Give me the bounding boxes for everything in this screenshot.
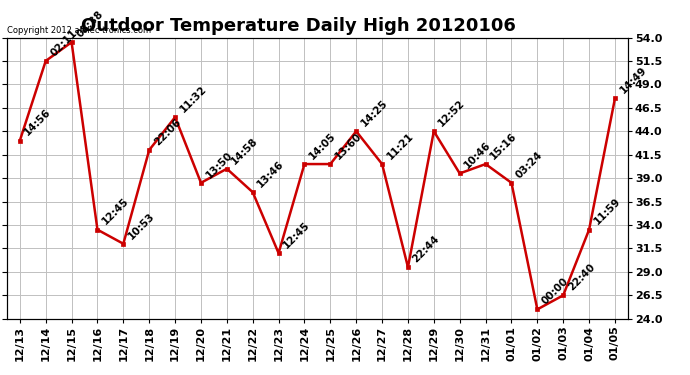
Title: Outdoor Temperature Daily High 20120106: Outdoor Temperature Daily High 20120106 <box>81 16 516 34</box>
Text: 14:58: 14:58 <box>230 135 260 166</box>
Text: 15:16: 15:16 <box>489 131 519 161</box>
Text: 14:49: 14:49 <box>618 65 649 96</box>
Text: 03:24: 03:24 <box>514 150 545 180</box>
Text: 10:46: 10:46 <box>462 140 493 171</box>
Text: 22:06: 22:06 <box>152 117 182 147</box>
Text: 14:56: 14:56 <box>23 107 53 138</box>
Text: 13:46: 13:46 <box>255 159 286 189</box>
Text: 22:40: 22:40 <box>566 262 597 292</box>
Text: 11:59: 11:59 <box>592 196 622 227</box>
Text: 12:45: 12:45 <box>282 220 312 251</box>
Text: 13:60: 13:60 <box>333 131 364 161</box>
Text: 02:11: 02:11 <box>48 28 79 58</box>
Text: 10:53: 10:53 <box>126 210 157 241</box>
Text: Copyright 2012 alelec tronics.com: Copyright 2012 alelec tronics.com <box>7 26 151 35</box>
Text: 11:21: 11:21 <box>385 131 415 161</box>
Text: 08:38: 08:38 <box>75 9 105 39</box>
Text: 22:44: 22:44 <box>411 234 442 264</box>
Text: 12:45: 12:45 <box>100 196 131 227</box>
Text: 13:50: 13:50 <box>204 150 234 180</box>
Text: 14:05: 14:05 <box>307 131 338 161</box>
Text: 11:32: 11:32 <box>178 84 208 114</box>
Text: 12:52: 12:52 <box>437 98 467 129</box>
Text: 00:00: 00:00 <box>540 276 571 307</box>
Text: 14:25: 14:25 <box>359 98 390 129</box>
